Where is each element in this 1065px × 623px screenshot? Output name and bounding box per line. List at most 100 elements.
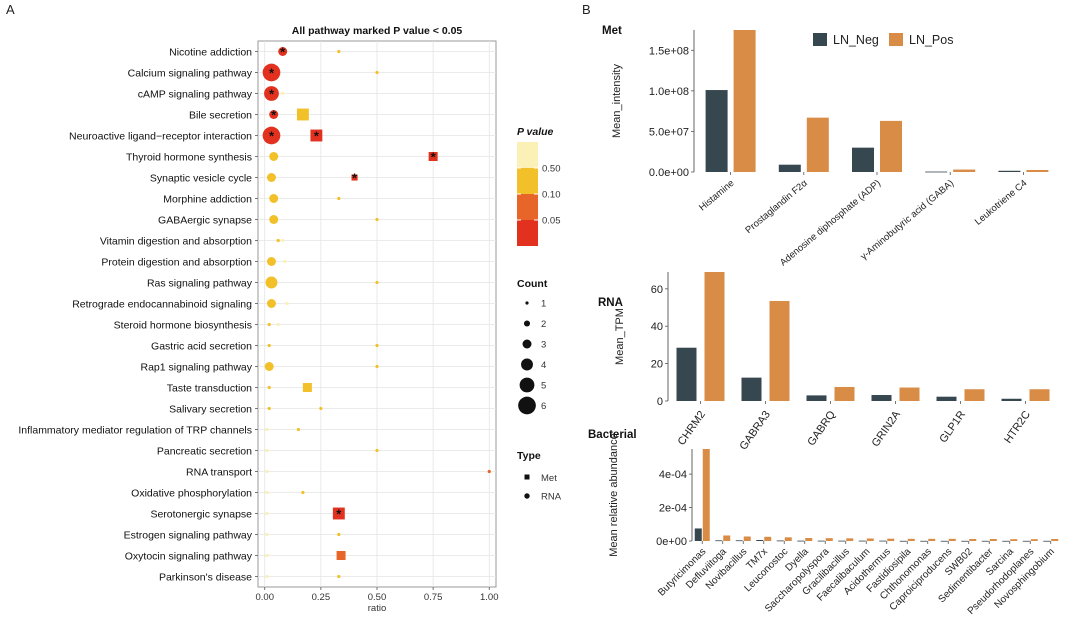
pathway-label: RNA transport [186,466,252,478]
type-legend-circle [524,493,530,499]
met-point [428,152,438,161]
met-bar-ln-neg [705,90,728,172]
count-legend-dot [519,377,535,393]
significance-star: * [269,129,275,144]
bacterial-bar-ln-neg [817,540,825,542]
bacterial-bar-ln-neg [981,540,989,542]
pathway-label: Vitamin digestion and absorption [100,235,252,247]
dot-plot-title: All pathway marked P value < 0.05 [292,25,463,37]
rna-panel-title: RNA [598,297,623,309]
legend-label-ln-neg: LN_Neg [833,33,879,47]
rna-point [285,301,289,306]
bacterial-bar-ln-pos [723,535,731,541]
rna-point [267,322,271,327]
x-tick-label: GRIN2A [870,408,904,449]
rna-point [265,511,269,516]
bacterial-bar-ln-pos [948,538,956,541]
x-tick-label: Leukotriene C4 [973,178,1029,228]
type-legend-title: Type [517,450,541,462]
rna-point [265,469,269,474]
bacterial-bar-ln-neg [920,540,928,542]
rna-point [375,343,379,348]
bacterial-bar-ln-neg [735,540,743,542]
rna-bar-ln-neg [741,377,762,401]
y-tick-label: 20 [651,359,663,371]
pathway-label: Ras signaling pathway [147,277,253,289]
significance-star: * [271,108,277,123]
legend-swatch-ln-pos [889,33,903,46]
rna-point [269,215,279,224]
pathway-label: Pancreatic secretion [157,445,252,457]
bacterial-bar-ln-pos [846,538,854,541]
met-bar-ln-neg [852,147,874,172]
met-bar-ln-neg [925,171,948,173]
pathway-label: Synaptic vesicle cycle [150,172,252,184]
bacterial-bar-ln-pos [907,538,915,541]
rna-point [301,490,305,495]
y-tick-label: 40 [651,321,663,333]
p-value-legend-title: P value [517,126,554,138]
bacterial-bar-ln-pos [866,538,874,541]
pathway-label: Calcium signaling pathway [128,67,253,79]
bacterial-bar-ln-pos [764,536,772,541]
y-tick-label: 1.5e+08 [649,45,689,57]
bacterial-bar-ln-neg [858,540,866,542]
bacterial-bar-ln-neg [879,540,887,542]
pathway-label: Gastric acid secretion [151,340,252,352]
met-bar-ln-neg [778,164,801,172]
y-tick-label: 0e+00 [656,536,687,548]
met-bar-ln-pos [953,169,976,172]
p-value-legend-label: 0.05 [542,216,561,227]
bacterial-bar-ln-pos [969,538,977,541]
rna-point [487,469,491,474]
rna-bar-ln-pos [1029,389,1050,401]
bacterial-bar-ln-neg [899,540,907,542]
pathway-label: Oxytocin signaling pathway [125,550,253,562]
pathway-label: Inflammatory mediator regulation of TRP … [18,424,252,436]
rna-point [265,553,269,558]
rna-point [266,173,276,182]
type-legend-square [524,474,530,480]
x-tick-label: 0.75 [424,592,443,603]
rna-point [264,362,274,371]
significance-star: * [431,150,437,165]
rna-bar-ln-pos [899,387,920,401]
bacterial-bar-ln-neg [694,528,702,541]
pathway-label: cAMP signaling pathway [138,88,253,100]
count-legend-title: Count [517,278,548,290]
pathway-label: Parkinson's disease [159,571,252,583]
rna-point [264,86,279,101]
bacterial-bar-ln-pos [805,537,813,541]
x-tick-label: GABRA3 [738,409,773,452]
significance-star: * [314,129,320,144]
rna-bar-ln-neg [871,395,892,401]
bacterial-bar-ln-neg [961,540,969,542]
met-point [310,129,323,142]
pathway-label: Retrograde endocannabinoid signaling [72,298,252,310]
rna-bar-ln-pos [834,386,855,401]
rna-bar-ln-pos [769,300,790,401]
rna-point [269,194,279,203]
y-tick-label: 0 [657,396,663,408]
bacterial-bar-ln-neg [797,540,805,542]
met-point [296,108,309,121]
pathway-label: Estrogen signaling pathway [124,529,253,541]
met-panel-title: Met [602,25,622,37]
bacterial-bar-ln-pos [743,536,751,541]
rna-bar-ln-neg [676,347,697,401]
x-tick-label: 1.00 [480,592,499,603]
y-tick-label: 4e-04 [659,469,687,481]
x-tick-label: 0.25 [312,592,331,603]
significance-star: * [352,171,358,186]
y-axis-label: Mean relative abundance [608,433,620,557]
rna-point [265,276,278,289]
rna-bar-ln-neg [936,396,957,401]
count-legend-label: 4 [541,360,546,371]
rna-point [319,406,323,411]
pathway-dot-plot: All pathway marked P value < 0.05 0.00 0.2… [18,25,498,614]
met-point [332,507,345,520]
count-legend-label: 6 [541,401,546,412]
bacterial-panel-title: Bacterial [588,429,637,441]
met-bar-ln-pos [806,117,829,172]
